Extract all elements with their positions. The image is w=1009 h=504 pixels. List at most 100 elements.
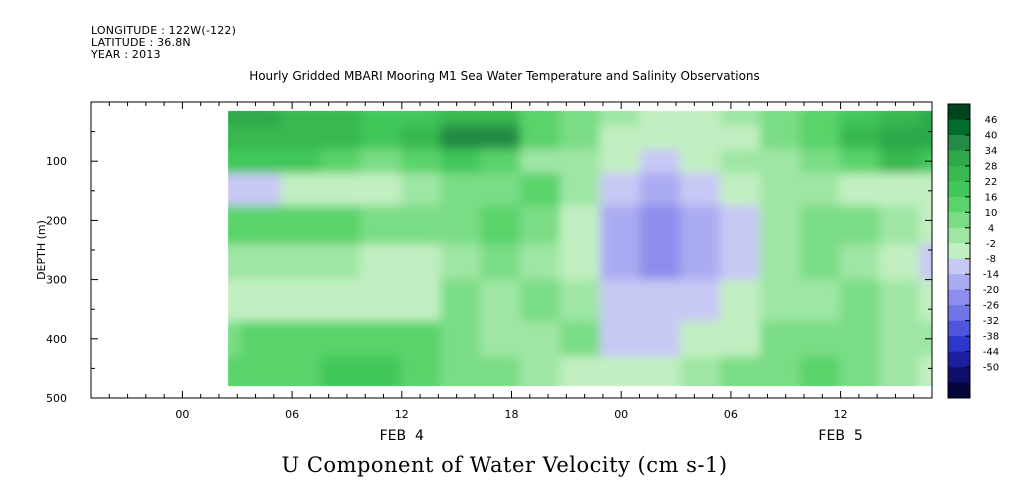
heatmap-cell [400,149,441,174]
colorbar-border [947,103,971,399]
heatmap-cell [719,244,761,281]
colorbar-label: 16 [985,192,998,203]
heatmap-cell [839,149,881,174]
heatmap-cell [719,173,761,207]
heatmap-cell [240,149,282,174]
heatmap-cell [480,149,521,174]
heatmap-cell [759,279,801,322]
heatmap-cell [759,125,801,150]
heatmap-cell [719,205,761,245]
longitude-label: LONGITUDE : 122W(-122) [91,24,237,37]
heatmap-cell [360,173,401,207]
heatmap-cell [520,149,561,174]
heatmap-cell [759,205,801,245]
colorbar-label: -32 [983,316,999,327]
heatmap-cell [280,125,321,150]
heatmap-cell [320,149,361,174]
heatmap-cell [759,149,801,174]
colorbar-label: -2 [986,239,996,250]
heatmap-cell [639,110,681,127]
heatmap-cell [360,244,401,281]
y-tick-label: 100 [46,155,67,168]
heatmap-cell [679,125,721,150]
heatmap-cell [639,321,681,358]
heatmap-cell [919,244,932,281]
x-tick-label: 12 [395,408,409,421]
colorbar-swatch [948,351,970,368]
colorbar-swatch [948,227,970,244]
heatmap-cell [759,244,801,281]
heatmap-cell [799,321,841,358]
heatmap-cell [440,321,481,358]
heatmap-cell [600,125,641,150]
heatmap-cell [560,279,601,322]
heatmap-cell [320,321,361,358]
heatmap-cell [799,125,841,150]
heatmap-cell [228,321,242,358]
heatmap-cell [320,173,361,207]
heatmap-cell [440,244,481,281]
heatmap-cell [400,110,441,127]
heatmap-cell [879,110,920,127]
heatmap-cell [679,279,721,322]
heatmap-cell [240,173,282,207]
heatmap-cell [400,244,441,281]
heatmap-cell [400,356,441,387]
heatmap-cell [919,205,932,245]
heatmap-cell [280,110,321,127]
colorbar-swatch [948,165,970,182]
heatmap-cell [759,321,801,358]
heatmap-cell [679,321,721,358]
heatmap-field [228,110,932,387]
colorbar-swatch [948,134,970,151]
heatmap-cell [639,205,681,245]
y-axis-label: DEPTH (m) [35,220,48,280]
heatmap-cell [480,356,521,387]
heatmap-cell [520,205,561,245]
heatmap-cell [280,356,321,387]
x-tick-label: 00 [175,408,189,421]
colorbar-label: 10 [985,208,998,219]
heatmap-cell [240,125,282,150]
heatmap-cell [799,356,841,387]
heatmap-cell [228,149,242,174]
heatmap-cell [520,173,561,207]
heatmap-cell [560,244,601,281]
heatmap-cell [719,110,761,127]
heatmap-cell [879,205,920,245]
colorbar-swatch [948,274,970,290]
heatmap-cell [839,244,881,281]
x-tick-label: 06 [285,408,299,421]
heatmap-cell [400,279,441,322]
x-tick-label: 06 [724,408,738,421]
heatmap-cell [400,321,441,358]
heatmap-cell [440,110,481,127]
heatmap-cell [280,173,321,207]
colorbar-label: 40 [985,130,998,141]
heatmap-cell [240,244,282,281]
heatmap-cell [639,173,681,207]
colorbar-swatch [948,212,970,229]
x-tick-label: 18 [505,408,519,421]
colorbar-swatch [948,104,970,120]
heatmap-cell [560,205,601,245]
heatmap-cell [600,110,641,127]
colorbar-swatch [948,150,970,167]
heatmap-cell [600,356,641,387]
heatmap-cell [240,110,282,127]
colorbar-swatch [948,289,970,306]
heatmap-cell [560,149,601,174]
heatmap-cell [360,110,401,127]
heatmap-cell [839,321,881,358]
x-date-label: FEB 5 [818,428,862,444]
heatmap-cell [639,125,681,150]
heatmap-cell [320,205,361,245]
heatmap-cell [719,279,761,322]
heatmap-cell [520,356,561,387]
heatmap-cell [879,173,920,207]
heatmap-cell [400,125,441,150]
colorbar-swatch [948,243,970,260]
x-tick-label: 00 [614,408,628,421]
heatmap-cell [280,205,321,245]
